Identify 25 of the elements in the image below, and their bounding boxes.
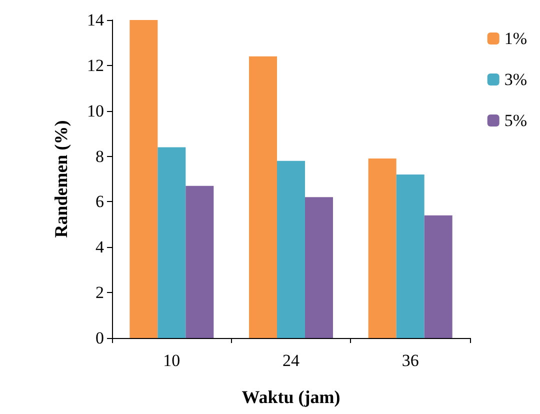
bar bbox=[396, 174, 424, 338]
x-tick-label: 36 bbox=[402, 351, 419, 370]
x-axis-title: Waktu (jam) bbox=[242, 387, 340, 407]
x-tick-label: 24 bbox=[282, 351, 300, 370]
y-tick-label: 6 bbox=[96, 192, 104, 212]
bar bbox=[305, 197, 333, 338]
bar bbox=[130, 20, 158, 338]
bar bbox=[368, 158, 396, 338]
y-tick-label: 10 bbox=[87, 101, 104, 120]
bar bbox=[186, 186, 214, 338]
y-tick-label: 8 bbox=[96, 146, 104, 166]
legend-label: 5% bbox=[504, 111, 528, 130]
y-tick-label: 0 bbox=[96, 328, 104, 348]
bar bbox=[424, 215, 452, 338]
legend-label: 3% bbox=[504, 70, 528, 89]
legend-label: 1% bbox=[504, 29, 528, 48]
y-tick-label: 12 bbox=[87, 56, 104, 75]
y-axis-title: Randemen (%) bbox=[51, 120, 71, 238]
y-tick-label: 4 bbox=[96, 238, 104, 257]
bar bbox=[277, 160, 305, 338]
y-tick-label: 14 bbox=[87, 10, 104, 30]
x-tick-label: 10 bbox=[163, 351, 180, 370]
bar bbox=[158, 147, 186, 338]
y-tick-label: 2 bbox=[96, 283, 104, 302]
bar bbox=[249, 56, 277, 338]
